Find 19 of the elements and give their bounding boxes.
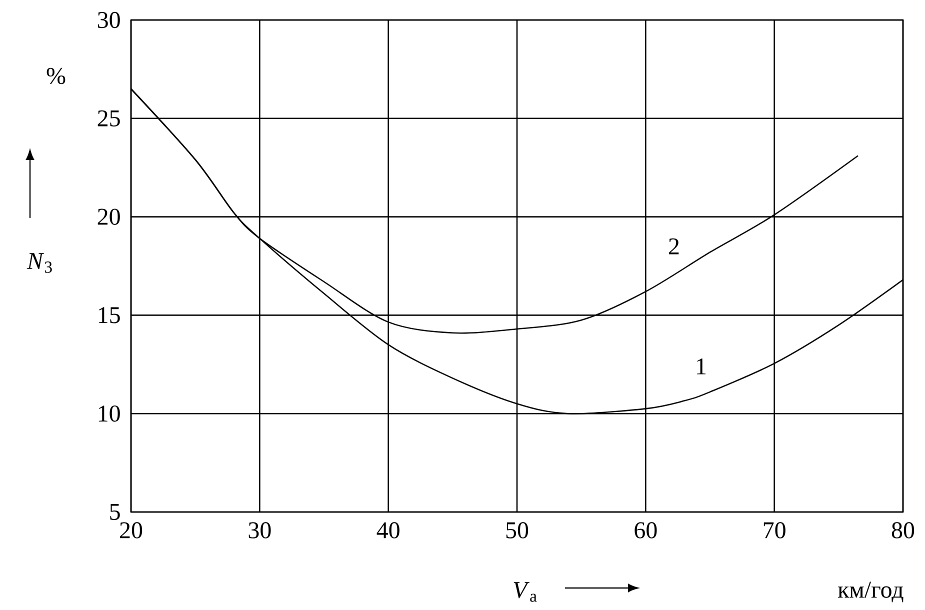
x-tick-label: 20 bbox=[120, 522, 142, 538]
y-tick-label: 15 bbox=[98, 307, 120, 324]
y-tick-label: 25 bbox=[98, 110, 120, 126]
y-tick-label: 20 bbox=[98, 208, 120, 225]
x-tick-label: 30 bbox=[248, 522, 271, 538]
y-axis-title: N$_{3}$ bbox=[26, 253, 52, 273]
annotation: 2 bbox=[669, 238, 679, 254]
x-axis-title: V$_{a}$ bbox=[514, 582, 537, 602]
y-tick-label: 5 bbox=[110, 504, 120, 520]
x-tick-label: 80 bbox=[892, 522, 914, 538]
y-tick-label: 10 bbox=[98, 405, 120, 422]
y-tick-label: 30 bbox=[98, 12, 120, 28]
x-tick-label: 40 bbox=[376, 522, 400, 538]
text: % bbox=[46, 68, 66, 84]
x-tick-label: 70 bbox=[764, 522, 786, 538]
x-tick-label: 60 bbox=[634, 522, 657, 538]
annotation: 1 bbox=[697, 358, 706, 374]
text: км/год bbox=[838, 582, 904, 602]
x-tick-label: 50 bbox=[506, 522, 528, 538]
